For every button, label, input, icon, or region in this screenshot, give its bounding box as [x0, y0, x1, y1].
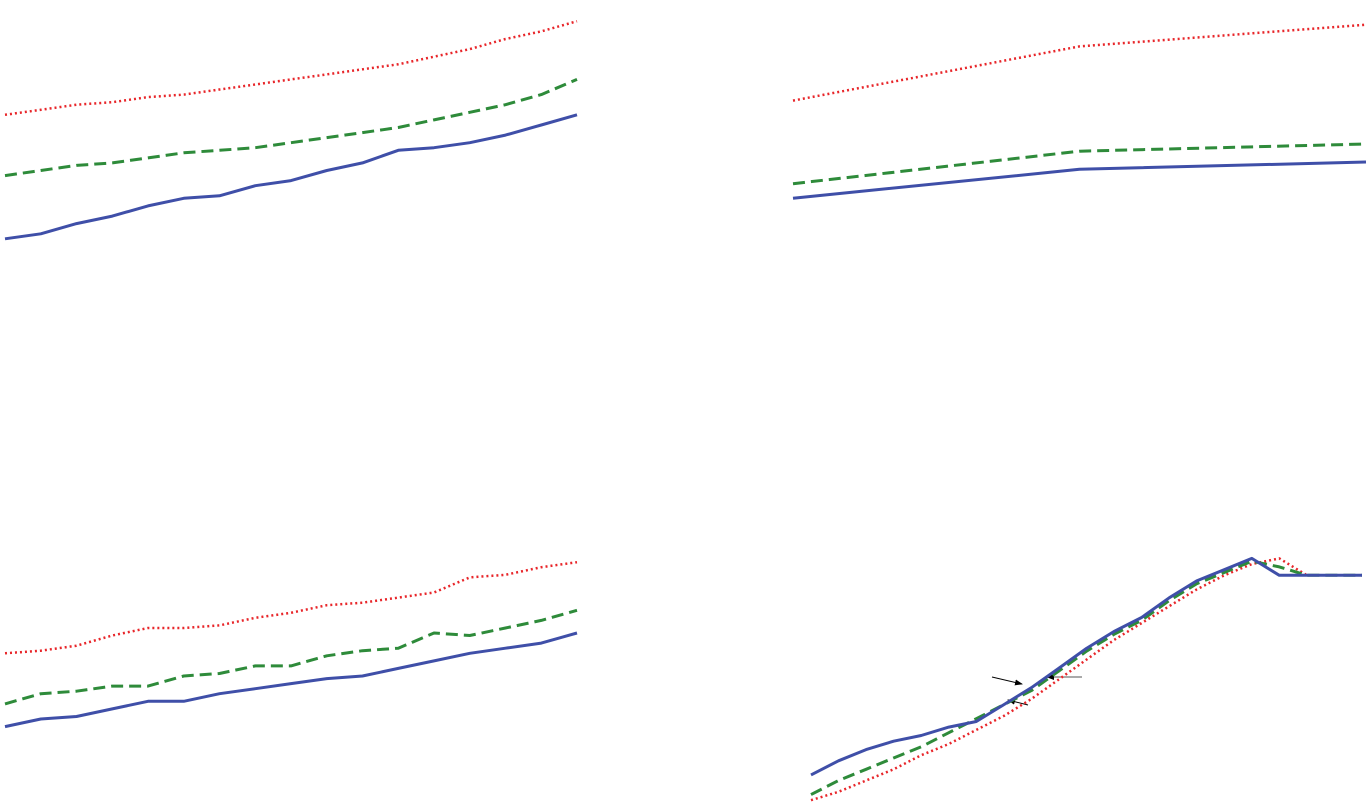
annotation-arrows — [991, 674, 1082, 706]
data-line — [4, 560, 578, 655]
data-line — [792, 23, 1367, 102]
chart — [792, 23, 1367, 200]
data-line — [792, 142, 1367, 186]
chart — [4, 19, 578, 241]
chart — [4, 560, 578, 729]
arrow — [991, 676, 1023, 686]
data-line — [4, 631, 578, 729]
data-line — [4, 113, 578, 241]
data-line — [810, 556, 1362, 777]
chart — [810, 556, 1362, 802]
data-line — [4, 608, 578, 706]
data-line — [810, 559, 1362, 796]
data-line — [810, 557, 1362, 802]
data-line — [4, 19, 578, 117]
data-line — [4, 78, 578, 178]
data-line — [792, 160, 1367, 200]
